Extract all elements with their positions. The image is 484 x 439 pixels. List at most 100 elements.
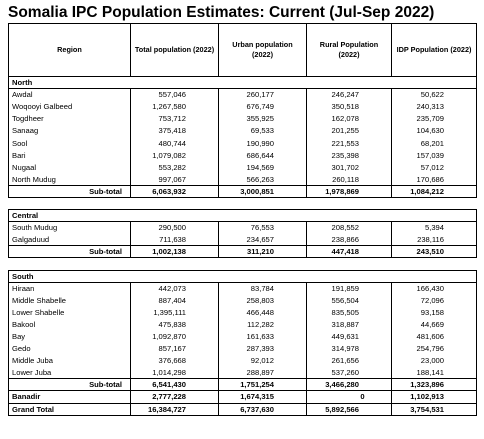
section-header-filler: [391, 269, 477, 283]
total-cell: 887,404: [130, 294, 219, 307]
rural-cell: 350,518: [306, 100, 392, 113]
urban-cell: 194,569: [218, 161, 307, 174]
total-cell: 16,384,727: [130, 402, 219, 416]
idp-cell: 50,622: [391, 88, 477, 101]
rural-cell: 208,552: [306, 221, 392, 234]
spacer-row: [9, 197, 477, 209]
region-cell: Middle Juba: [8, 354, 131, 367]
region-cell: Hiraan: [8, 282, 131, 295]
section-header-filler: [218, 269, 307, 283]
region-cell: Togdheer: [8, 112, 131, 125]
urban-cell: 92,012: [218, 354, 307, 367]
table-body: North Awdal 557,046 260,177 246,247 50,622 Woq…: [8, 75, 477, 416]
idp-cell: 1,323,896: [391, 378, 477, 392]
rural-cell: 238,866: [306, 233, 392, 246]
section-header-filler: [218, 209, 307, 223]
rural-cell: 556,504: [306, 294, 392, 307]
idp-cell: 93,158: [391, 306, 477, 319]
region-cell: North Mudug: [8, 173, 131, 186]
region-cell: Middle Shabelle: [8, 294, 131, 307]
idp-cell: 235,709: [391, 112, 477, 125]
rural-cell: 314,978: [306, 342, 392, 355]
total-cell: 376,668: [130, 354, 219, 367]
total-cell: 1,079,082: [130, 149, 219, 162]
table-row: Sool 480,744 190,990 221,553 68,201: [8, 136, 477, 150]
urban-cell: 1,674,315: [218, 390, 307, 404]
section-header-filler: [391, 75, 477, 90]
idp-cell: 481,606: [391, 330, 477, 343]
total-cell: 553,282: [130, 161, 219, 174]
region-cell: Lower Shabelle: [8, 306, 131, 319]
urban-cell: 234,657: [218, 233, 307, 246]
rural-cell: 318,887: [306, 318, 392, 331]
total-cell: 1,002,138: [130, 245, 219, 259]
col-header-rural: Rural Population (2022): [306, 23, 392, 77]
rural-cell: 246,247: [306, 88, 392, 101]
table-row: Lower Shabelle 1,395,111 466,448 835,505 93,…: [8, 306, 477, 319]
urban-cell: 287,393: [218, 342, 307, 355]
table-row: Awdal 557,046 260,177 246,247 50,622: [8, 88, 477, 101]
table-row: Middle Juba 376,668 92,012 261,656 23,000: [8, 354, 477, 367]
total-cell: 753,712: [130, 112, 219, 125]
rural-cell: 0: [306, 390, 392, 404]
spacer-row: [9, 258, 477, 270]
total-cell: 442,073: [130, 282, 219, 295]
urban-cell: 76,553: [218, 221, 307, 234]
table-row: Hiraan 442,073 83,784 191,859 166,430: [8, 282, 477, 295]
grand-total-row: Grand Total 16,384,727 6,737,630 5,892,566 3…: [8, 402, 477, 416]
region-cell: Sub-total: [8, 378, 131, 392]
region-cell: Bakool: [8, 318, 131, 331]
total-cell: 1,014,298: [130, 366, 219, 379]
idp-cell: 44,669: [391, 318, 477, 331]
idp-cell: 1,102,913: [391, 390, 477, 404]
total-cell: 997,067: [130, 173, 219, 186]
spacer-cell: [9, 258, 477, 270]
rural-cell: 301,702: [306, 161, 392, 174]
rural-cell: 260,118: [306, 173, 392, 186]
subtotal-row: Sub-total 6,541,430 1,751,254 3,466,280 1,32…: [8, 378, 477, 392]
spacer-cell: [9, 197, 477, 209]
table-row: Middle Shabelle 887,404 258,803 556,504 72,0…: [8, 294, 477, 307]
section-header-row: North: [8, 75, 477, 90]
region-cell: South Mudug: [8, 221, 131, 234]
table-row: Gedo 857,167 287,393 314,978 254,796: [8, 342, 477, 355]
subtotal-row: Sub-total 6,063,932 3,000,851 1,978,869 1,08…: [8, 184, 477, 198]
total-cell: 557,046: [130, 88, 219, 101]
total-cell: 6,063,932: [130, 184, 219, 198]
urban-cell: 311,210: [218, 245, 307, 259]
urban-cell: 258,803: [218, 294, 307, 307]
idp-cell: 240,313: [391, 100, 477, 113]
region-cell: Bari: [8, 149, 131, 162]
table-row: South Mudug 290,500 76,553 208,552 5,394: [8, 221, 477, 234]
rural-cell: 191,859: [306, 282, 392, 295]
urban-cell: 112,282: [218, 318, 307, 331]
urban-cell: 190,990: [218, 136, 307, 150]
section-header-row: Central: [8, 209, 477, 223]
urban-cell: 69,533: [218, 124, 307, 137]
urban-cell: 161,633: [218, 330, 307, 343]
region-cell: Sub-total: [8, 184, 131, 198]
population-table: Region Total population (2022) Urban pop…: [8, 23, 477, 416]
urban-cell: 260,177: [218, 88, 307, 101]
idp-cell: 1,084,212: [391, 184, 477, 198]
page-title: Somalia IPC Population Estimates: Curren…: [8, 4, 435, 21]
table-row: North Mudug 997,067 566,263 260,118 170,686: [8, 173, 477, 186]
region-cell: Woqooyi Galbeed: [8, 100, 131, 113]
table-row: Bari 1,079,082 686,644 235,398 157,039: [8, 149, 477, 162]
idp-cell: 72,096: [391, 294, 477, 307]
region-cell: Awdal: [8, 88, 131, 101]
region-cell: Sool: [8, 136, 131, 150]
total-cell: 6,541,430: [130, 378, 219, 392]
urban-cell: 6,737,630: [218, 402, 307, 416]
section-header-filler: [130, 209, 219, 223]
region-cell: Lower Juba: [8, 366, 131, 379]
table-row: Bakool 475,838 112,282 318,887 44,669: [8, 318, 477, 331]
idp-cell: 157,039: [391, 149, 477, 162]
table-row: Galgaduud 711,638 234,657 238,866 238,116: [8, 233, 477, 246]
rural-cell: 835,505: [306, 306, 392, 319]
region-cell: Sub-total: [8, 245, 131, 259]
rural-cell: 449,631: [306, 330, 392, 343]
section-title: Central: [8, 209, 131, 223]
section-header-filler: [218, 75, 307, 90]
header-row: Region Total population (2022) Urban pop…: [8, 23, 477, 77]
